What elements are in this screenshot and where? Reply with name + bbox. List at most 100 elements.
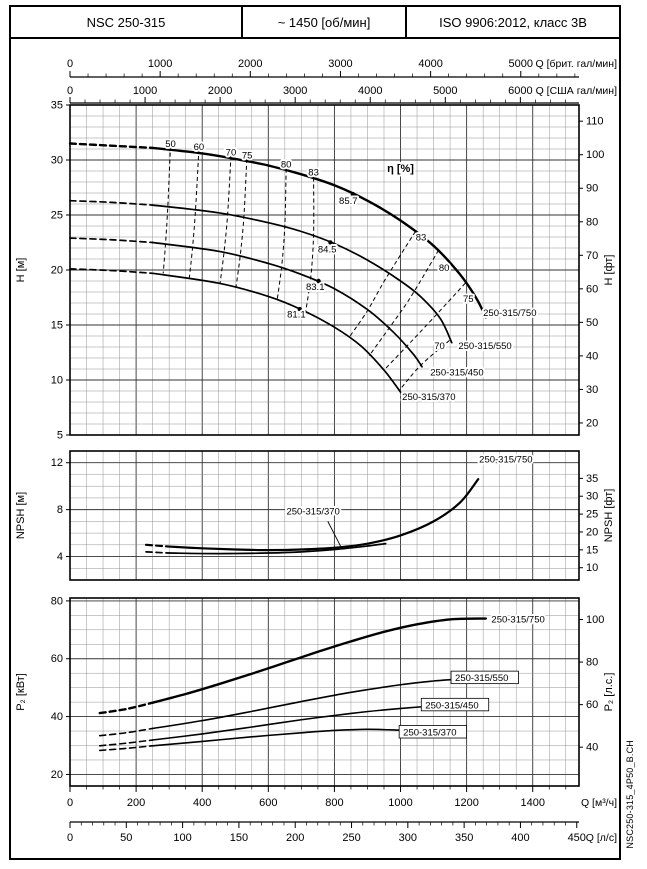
svg-text:100: 100 <box>586 614 604 626</box>
svg-text:80: 80 <box>51 595 63 607</box>
svg-text:35: 35 <box>586 473 598 485</box>
svg-text:3000: 3000 <box>283 85 307 97</box>
svg-text:5000: 5000 <box>433 85 457 97</box>
svg-text:20: 20 <box>586 417 598 429</box>
svg-text:250-315/370: 250-315/370 <box>403 728 456 739</box>
svg-text:8: 8 <box>57 504 63 516</box>
svg-text:83: 83 <box>416 232 427 243</box>
svg-text:η [%]: η [%] <box>387 163 414 175</box>
svg-text:25: 25 <box>51 210 63 222</box>
svg-text:1400: 1400 <box>520 797 544 809</box>
svg-text:35: 35 <box>51 100 63 112</box>
svg-text:70: 70 <box>434 341 445 352</box>
svg-text:75: 75 <box>242 150 253 161</box>
svg-text:40: 40 <box>51 711 63 723</box>
svg-text:250-315/550: 250-315/550 <box>458 341 511 352</box>
svg-text:81.1: 81.1 <box>287 309 306 320</box>
doc-code-label: NSC250-315_4P50_B.CH <box>625 740 635 849</box>
datasheet: NSC 250-315 ~ 1450 [об/мин] ISO 9906:201… <box>9 5 621 860</box>
svg-text:2000: 2000 <box>238 58 262 70</box>
svg-text:250-315/750: 250-315/750 <box>491 615 544 626</box>
svg-text:250-315/370: 250-315/370 <box>286 506 339 517</box>
svg-text:NPSH [м]: NPSH [м] <box>15 492 27 539</box>
svg-text:4: 4 <box>57 551 63 563</box>
svg-text:70: 70 <box>226 148 237 159</box>
standard: ISO 9906:2012, класс 3В <box>439 14 587 30</box>
svg-text:20: 20 <box>586 526 598 538</box>
svg-text:6000: 6000 <box>508 85 532 97</box>
svg-text:10: 10 <box>586 562 598 574</box>
svg-text:60: 60 <box>586 283 598 295</box>
pump-speed: ~ 1450 [об/мин] <box>241 7 407 37</box>
svg-text:83: 83 <box>308 167 319 178</box>
svg-text:1000: 1000 <box>388 797 412 809</box>
svg-text:H [м]: H [м] <box>15 258 27 283</box>
svg-text:15: 15 <box>51 320 63 332</box>
svg-text:30: 30 <box>586 384 598 396</box>
svg-text:30: 30 <box>586 491 598 503</box>
svg-text:200: 200 <box>127 797 145 809</box>
svg-text:P₂ [л.с.]: P₂ [л.с.] <box>603 673 615 712</box>
svg-text:3000: 3000 <box>328 58 352 70</box>
svg-text:350: 350 <box>455 832 473 844</box>
svg-text:150: 150 <box>230 832 248 844</box>
svg-text:Q [л/с]: Q [л/с] <box>586 832 617 844</box>
svg-text:Q [м³/ч]: Q [м³/ч] <box>581 797 617 809</box>
svg-text:90: 90 <box>586 183 598 195</box>
svg-text:NPSH [фт]: NPSH [фт] <box>603 489 615 543</box>
svg-text:70: 70 <box>586 250 598 262</box>
svg-text:Q [США гал/мин]: Q [США гал/мин] <box>536 85 617 97</box>
svg-text:80: 80 <box>586 657 598 669</box>
svg-text:300: 300 <box>399 832 417 844</box>
svg-text:250-315/450: 250-315/450 <box>425 700 478 711</box>
svg-text:80: 80 <box>281 160 292 171</box>
svg-text:83.1: 83.1 <box>306 282 325 293</box>
svg-text:250-315/370: 250-315/370 <box>402 392 455 403</box>
svg-text:1000: 1000 <box>148 58 172 70</box>
svg-text:25: 25 <box>586 509 598 521</box>
svg-text:250-315/750: 250-315/750 <box>483 308 536 319</box>
svg-text:75: 75 <box>463 294 474 305</box>
svg-text:100: 100 <box>586 149 604 161</box>
svg-text:5: 5 <box>57 430 63 442</box>
svg-text:Q [брит. гал/мин]: Q [брит. гал/мин] <box>536 58 618 70</box>
svg-text:1200: 1200 <box>454 797 478 809</box>
svg-text:5000: 5000 <box>509 58 533 70</box>
svg-text:60: 60 <box>586 699 598 711</box>
svg-text:400: 400 <box>511 832 529 844</box>
svg-text:30: 30 <box>51 155 63 167</box>
svg-text:40: 40 <box>586 350 598 362</box>
svg-text:40: 40 <box>586 742 598 754</box>
svg-text:0: 0 <box>67 832 73 844</box>
svg-text:100: 100 <box>173 832 191 844</box>
svg-text:4000: 4000 <box>418 58 442 70</box>
svg-text:600: 600 <box>259 797 277 809</box>
svg-text:0: 0 <box>67 58 73 70</box>
svg-text:20: 20 <box>51 769 63 781</box>
svg-text:200: 200 <box>286 832 304 844</box>
svg-text:10: 10 <box>51 375 63 387</box>
title-bar: NSC 250-315 ~ 1450 [об/мин] ISO 9906:201… <box>11 7 619 39</box>
svg-text:250-315/450: 250-315/450 <box>430 368 483 379</box>
svg-text:0: 0 <box>67 797 73 809</box>
svg-text:400: 400 <box>193 797 211 809</box>
svg-text:12: 12 <box>51 457 63 469</box>
svg-text:50: 50 <box>165 139 176 150</box>
svg-text:60: 60 <box>194 142 205 153</box>
svg-text:450: 450 <box>568 832 586 844</box>
pump-model: NSC 250-315 <box>86 14 166 30</box>
svg-text:60: 60 <box>51 653 63 665</box>
svg-text:20: 20 <box>51 265 63 277</box>
svg-text:50: 50 <box>586 317 598 329</box>
svg-text:250: 250 <box>342 832 360 844</box>
svg-text:85.7: 85.7 <box>339 196 358 207</box>
svg-text:4000: 4000 <box>358 85 382 97</box>
svg-text:80: 80 <box>439 263 450 274</box>
svg-text:P₂ [кВт]: P₂ [кВт] <box>15 673 27 711</box>
svg-text:15: 15 <box>586 544 598 556</box>
svg-text:80: 80 <box>586 216 598 228</box>
svg-text:250-315/550: 250-315/550 <box>455 673 508 684</box>
svg-text:110: 110 <box>586 116 604 128</box>
svg-text:1000: 1000 <box>133 85 157 97</box>
